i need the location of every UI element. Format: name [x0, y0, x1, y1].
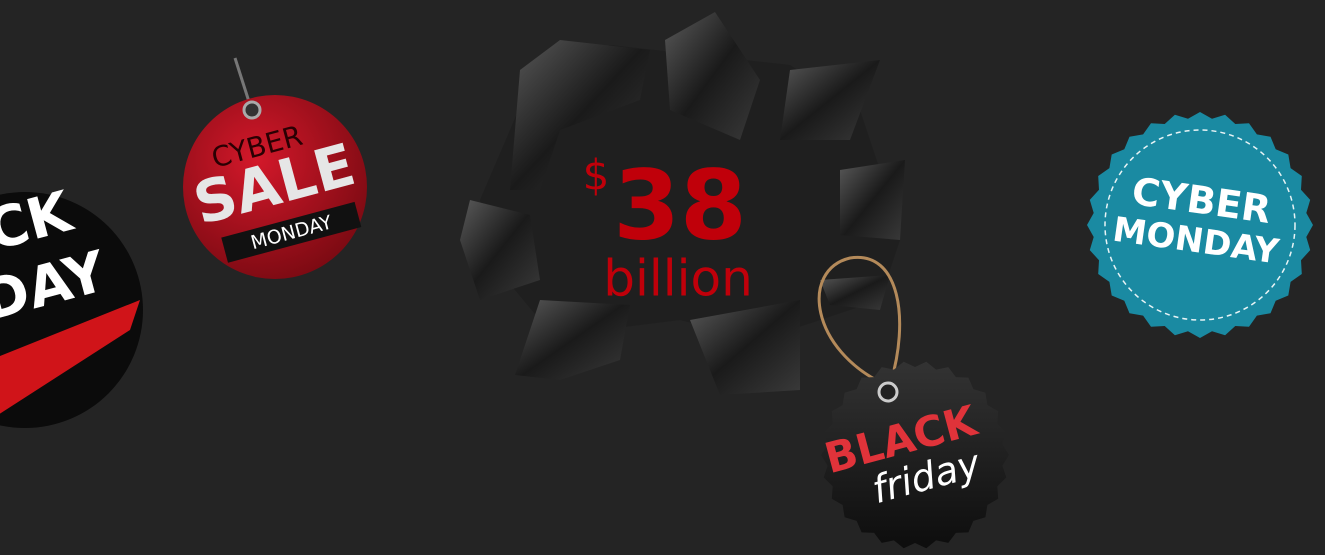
amount: 38 [613, 149, 747, 261]
left-badge: CK DAY [0, 179, 143, 428]
unit: billion [603, 250, 753, 308]
cyber-monday-badge: CYBER MONDAY [1087, 112, 1313, 338]
torn-hole: $ 38 billion [460, 12, 905, 395]
currency: $ [583, 151, 610, 200]
cyber-sale-tag: CYBER SALE MONDAY [183, 57, 367, 279]
black-friday-tag: BLACK friday [817, 255, 1009, 549]
